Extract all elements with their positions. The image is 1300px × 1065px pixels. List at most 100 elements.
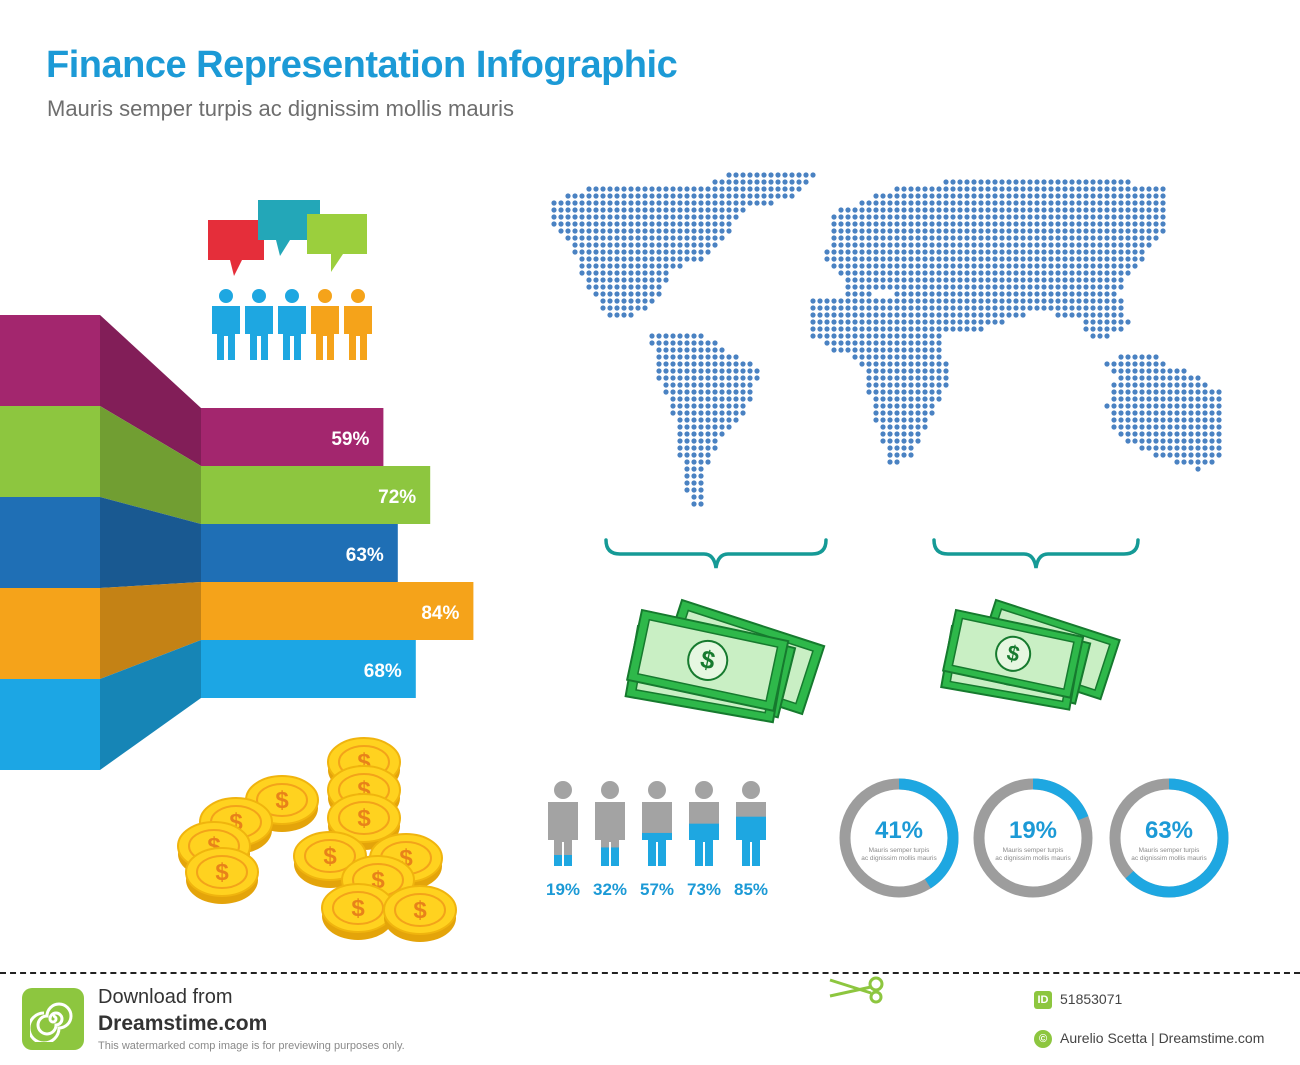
map-dot — [1167, 389, 1173, 395]
map-dot — [747, 200, 753, 206]
map-dot — [1041, 179, 1047, 185]
map-dot — [712, 186, 718, 192]
map-dot — [1006, 200, 1012, 206]
map-dot — [1034, 193, 1040, 199]
map-dot — [1209, 417, 1215, 423]
map-dot — [719, 417, 725, 423]
map-dot — [1041, 214, 1047, 220]
map-dot — [1160, 445, 1166, 451]
page-subtitle: Mauris semper turpis ac dignissim mollis… — [47, 96, 515, 121]
map-dot — [1146, 235, 1152, 241]
map-dot — [887, 249, 893, 255]
map-dot — [1055, 270, 1061, 276]
map-dot — [663, 277, 669, 283]
map-dot — [1069, 207, 1075, 213]
map-dot — [1076, 249, 1082, 255]
site-name[interactable]: Dreamstime.com — [98, 1012, 268, 1035]
map-dot — [866, 305, 872, 311]
map-dot — [1174, 382, 1180, 388]
map-dot — [838, 263, 844, 269]
map-dot — [838, 347, 844, 353]
map-dot — [1125, 263, 1131, 269]
map-dot — [929, 354, 935, 360]
map-dot — [1097, 312, 1103, 318]
map-dot — [1013, 298, 1019, 304]
map-dot — [614, 284, 620, 290]
map-dot — [1083, 249, 1089, 255]
map-dot — [1153, 431, 1159, 437]
map-dot — [1174, 431, 1180, 437]
map-dot — [922, 410, 928, 416]
map-dot — [663, 207, 669, 213]
map-dot — [901, 277, 907, 283]
map-dot — [936, 333, 942, 339]
map-dot — [922, 333, 928, 339]
map-dot — [943, 221, 949, 227]
map-dot — [880, 270, 886, 276]
map-dot — [621, 270, 627, 276]
map-dot — [593, 214, 599, 220]
map-dot — [1146, 424, 1152, 430]
map-dot — [978, 179, 984, 185]
map-dot — [936, 214, 942, 220]
map-dot — [1118, 375, 1124, 381]
map-dot — [726, 382, 732, 388]
map-dot — [859, 263, 865, 269]
map-dot — [698, 200, 704, 206]
map-dot — [873, 305, 879, 311]
map-dot — [873, 361, 879, 367]
map-dot — [663, 249, 669, 255]
map-dot — [957, 256, 963, 262]
map-dot — [943, 242, 949, 248]
map-dot — [663, 354, 669, 360]
map-dot — [1069, 312, 1075, 318]
map-dot — [971, 277, 977, 283]
map-dot — [838, 270, 844, 276]
map-dot — [691, 389, 697, 395]
map-dot — [950, 179, 956, 185]
map-dot — [726, 424, 732, 430]
map-dot — [600, 277, 606, 283]
map-dot — [656, 270, 662, 276]
map-dot — [1048, 221, 1054, 227]
map-dot — [894, 263, 900, 269]
map-dot — [1097, 179, 1103, 185]
map-dot — [691, 235, 697, 241]
map-dot — [1104, 403, 1110, 409]
map-dot — [656, 277, 662, 283]
map-dot — [936, 361, 942, 367]
map-dot — [894, 326, 900, 332]
map-dot — [621, 235, 627, 241]
map-dot — [887, 375, 893, 381]
map-dot — [901, 424, 907, 430]
map-dot — [936, 396, 942, 402]
map-dot — [915, 347, 921, 353]
map-dot — [873, 256, 879, 262]
map-dot — [670, 354, 676, 360]
map-dot — [684, 186, 690, 192]
map-dot — [1041, 298, 1047, 304]
map-dot — [915, 270, 921, 276]
map-dot — [1125, 438, 1131, 444]
map-dot — [614, 305, 620, 311]
map-dot — [677, 403, 683, 409]
map-dot — [740, 193, 746, 199]
map-dot — [985, 214, 991, 220]
map-dot — [712, 207, 718, 213]
ribbon-bar — [201, 466, 431, 524]
map-dot — [901, 200, 907, 206]
map-dot — [621, 284, 627, 290]
map-dot — [1111, 417, 1117, 423]
map-dot — [999, 291, 1005, 297]
map-dot — [705, 410, 711, 416]
map-dot — [831, 214, 837, 220]
map-dot — [1132, 221, 1138, 227]
author-credit[interactable]: Aurelio Scetta | Dreamstime.com — [1060, 1030, 1265, 1046]
map-dot — [957, 242, 963, 248]
map-dot — [670, 207, 676, 213]
map-dot — [901, 410, 907, 416]
svg-text:$: $ — [698, 645, 718, 675]
map-dot — [1111, 305, 1117, 311]
map-dot — [1146, 221, 1152, 227]
map-dot — [1160, 193, 1166, 199]
